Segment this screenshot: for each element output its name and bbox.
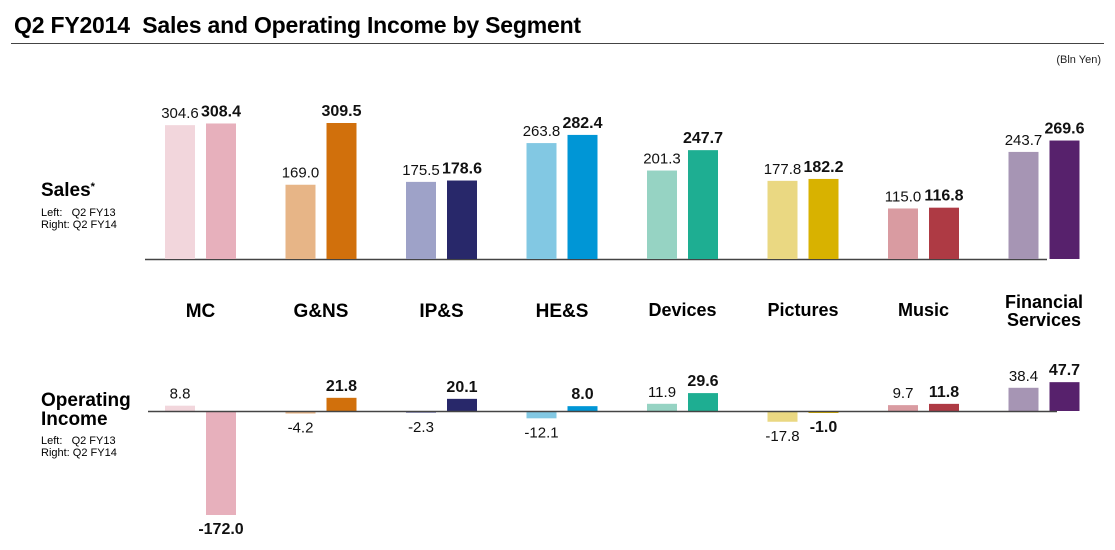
page-title: Q2 FY2014 Sales and Operating Income by …	[14, 12, 581, 38]
category-label: Devices	[648, 300, 716, 320]
legend-right: Right: Q2 FY14	[41, 219, 117, 231]
oi-data-label: -12.1	[524, 424, 558, 441]
oi-data-label: 38.4	[1009, 368, 1038, 385]
oi-data-label: 8.0	[571, 386, 593, 403]
sales-bar	[688, 150, 718, 259]
sales-data-label: 308.4	[201, 103, 241, 120]
oi-bar	[285, 411, 316, 414]
sales-data-label: 115.0	[885, 188, 921, 205]
oi-section-title: Operating Income	[41, 391, 131, 429]
oi-bar	[206, 411, 236, 515]
oi-data-label: 21.8	[326, 378, 357, 395]
sales-bar	[929, 207, 959, 259]
sales-data-label: 282.4	[562, 115, 602, 132]
oi-data-label: -172.0	[198, 521, 243, 538]
footnote-marker: *	[90, 181, 95, 193]
sales-data-label: 247.7	[683, 130, 723, 147]
category-label: IP&S	[419, 301, 463, 322]
oi-bar	[929, 403, 959, 411]
sales-data-label: 309.5	[321, 103, 361, 120]
sales-bar	[808, 178, 839, 259]
sales-bar	[406, 181, 436, 259]
sales-data-label: 269.6	[1044, 121, 1084, 138]
sales-section-title: Sales*	[41, 181, 95, 200]
category-label: HE&S	[536, 301, 589, 322]
sales-bar	[326, 123, 357, 259]
oi-title-line1: Operating	[41, 390, 131, 411]
oi-bar	[1008, 387, 1039, 411]
sales-bar	[206, 123, 236, 259]
oi-bar	[1049, 382, 1080, 411]
oi-data-label: 11.8	[929, 384, 959, 401]
sales-bar	[647, 170, 677, 259]
oi-bar	[526, 411, 557, 419]
oi-bar	[447, 398, 477, 411]
oi-data-label: 29.6	[687, 373, 718, 390]
oi-data-label: 9.7	[893, 385, 914, 402]
sales-data-label: 178.6	[442, 161, 482, 178]
sales-title-text: Sales	[41, 180, 91, 201]
sales-bar	[767, 180, 798, 259]
oi-bar	[165, 405, 195, 411]
oi-bar	[767, 411, 798, 422]
sales-data-label: 182.2	[803, 159, 843, 176]
category-label: G&NS	[294, 301, 349, 322]
sales-bar	[1049, 140, 1080, 259]
sales-data-label: 116.8	[924, 188, 963, 205]
sales-data-label: 169.0	[282, 165, 320, 182]
legend-left: Left: Q2 FY13	[41, 207, 116, 219]
oi-data-label: -2.3	[408, 419, 434, 436]
title-divider	[11, 43, 1104, 44]
sales-bar	[285, 184, 316, 259]
legend-right: Right: Q2 FY14	[41, 447, 117, 459]
legend-left: Left: Q2 FY13	[41, 435, 116, 447]
sales-data-label: 243.7	[1005, 132, 1043, 149]
oi-bar	[326, 397, 357, 411]
category-label: Pictures	[767, 300, 838, 320]
oi-data-label: -1.0	[810, 419, 838, 436]
category-label: Music	[898, 300, 949, 320]
oi-bar	[888, 405, 918, 411]
oi-data-label: 47.7	[1049, 362, 1080, 379]
sales-bar	[165, 125, 195, 259]
category-label: MC	[186, 301, 216, 322]
sales-data-label: 201.3	[643, 151, 681, 168]
sales-legend-note: Left: Q2 FY13 Right: Q2 FY14	[41, 207, 117, 231]
oi-bar	[647, 403, 677, 411]
sales-bar	[888, 208, 918, 259]
sales-data-label: 177.8	[764, 161, 802, 178]
unit-label: (Bln Yen)	[1056, 54, 1101, 66]
oi-data-label: 20.1	[446, 379, 477, 396]
sales-data-label: 263.8	[523, 123, 561, 140]
oi-title-line2: Income	[41, 409, 108, 430]
oi-data-label: 8.8	[170, 386, 191, 403]
category-label: Financial	[1005, 292, 1083, 312]
oi-data-label: 11.9	[648, 384, 676, 401]
sales-bar	[1008, 151, 1039, 259]
oi-bar	[567, 406, 598, 411]
sales-data-label: 304.6	[161, 105, 199, 122]
category-label: Services	[1007, 310, 1081, 330]
sales-bar	[447, 180, 477, 259]
sales-bar	[567, 134, 598, 259]
oi-bar	[688, 393, 718, 411]
oi-data-label: -4.2	[288, 420, 314, 437]
sales-bar	[526, 143, 557, 259]
oi-legend-note: Left: Q2 FY13 Right: Q2 FY14	[41, 435, 117, 459]
sales-data-label: 175.5	[402, 162, 440, 179]
oi-data-label: -17.8	[765, 428, 799, 445]
